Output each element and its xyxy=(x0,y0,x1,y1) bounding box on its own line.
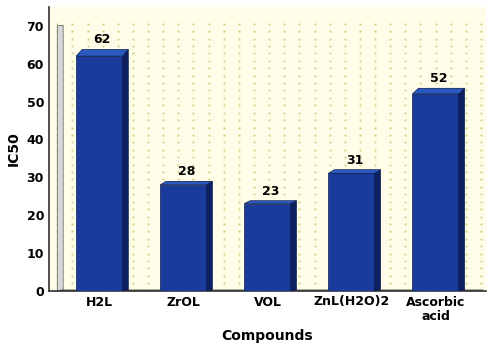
Polygon shape xyxy=(413,94,458,290)
Text: 23: 23 xyxy=(262,185,279,198)
Polygon shape xyxy=(245,204,290,290)
Polygon shape xyxy=(122,49,128,290)
Y-axis label: IC50: IC50 xyxy=(7,131,21,166)
Polygon shape xyxy=(245,201,296,204)
Polygon shape xyxy=(375,170,381,290)
Polygon shape xyxy=(160,181,212,185)
Polygon shape xyxy=(160,185,207,290)
Text: 52: 52 xyxy=(430,72,447,85)
Polygon shape xyxy=(207,181,212,290)
Polygon shape xyxy=(290,201,296,290)
Polygon shape xyxy=(76,56,122,290)
Text: 28: 28 xyxy=(177,165,195,178)
X-axis label: Compounds: Compounds xyxy=(222,329,313,343)
Polygon shape xyxy=(328,170,381,173)
Text: 31: 31 xyxy=(346,154,363,167)
Polygon shape xyxy=(328,173,375,290)
Text: 62: 62 xyxy=(94,34,111,47)
Polygon shape xyxy=(413,88,464,94)
Polygon shape xyxy=(76,49,128,56)
Polygon shape xyxy=(57,25,63,290)
Polygon shape xyxy=(458,88,464,290)
